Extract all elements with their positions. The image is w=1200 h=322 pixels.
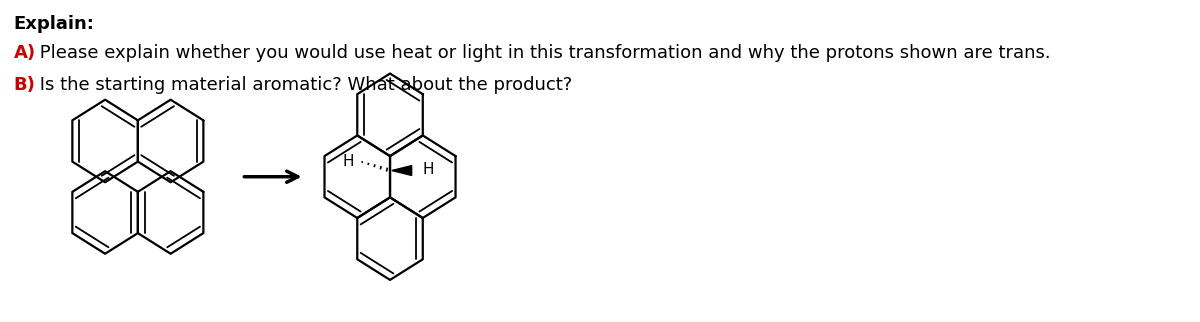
- Text: A): A): [13, 44, 36, 62]
- Polygon shape: [392, 166, 412, 175]
- Text: Explain:: Explain:: [13, 14, 95, 33]
- Text: Is the starting material aromatic? What about the product?: Is the starting material aromatic? What …: [35, 75, 572, 93]
- Text: Please explain whether you would use heat or light in this transformation and wh: Please explain whether you would use hea…: [35, 44, 1051, 62]
- Text: B): B): [13, 75, 36, 93]
- Text: H: H: [342, 154, 354, 168]
- Text: H: H: [422, 162, 434, 177]
